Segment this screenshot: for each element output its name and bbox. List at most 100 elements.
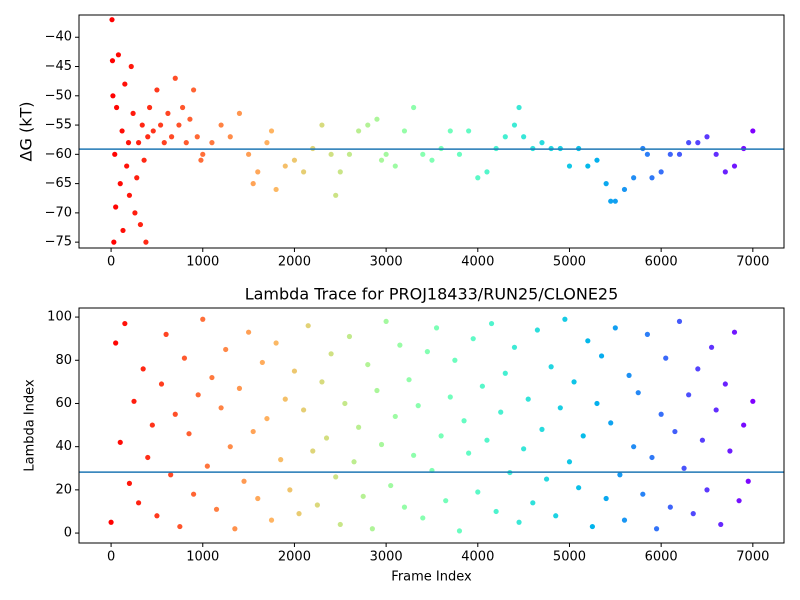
point: [521, 446, 527, 452]
x-tick-label: 0: [107, 550, 115, 565]
x-tick-label: 4000: [461, 550, 494, 565]
point: [681, 465, 687, 471]
point: [598, 353, 605, 359]
point: [667, 151, 673, 157]
chart-title: Lambda Trace for PROJ18433/RUN25/CLONE25: [245, 285, 619, 304]
point: [429, 157, 435, 163]
x-tick-label: 1000: [186, 550, 219, 565]
point: [200, 316, 206, 322]
point: [125, 140, 132, 146]
point: [521, 134, 527, 140]
point: [314, 502, 320, 508]
point: [250, 428, 256, 435]
point: [658, 169, 664, 175]
point: [115, 52, 122, 58]
axes-frame: [78, 307, 785, 544]
point: [227, 134, 233, 140]
point: [333, 474, 339, 480]
point: [111, 239, 117, 245]
y-tick-label: −60: [45, 147, 72, 162]
point: [713, 151, 719, 157]
x-tick-label: 0: [107, 255, 115, 270]
point: [750, 128, 756, 134]
point: [635, 390, 641, 396]
point: [139, 122, 145, 128]
y-tick-label: −45: [45, 59, 72, 74]
point: [323, 435, 330, 441]
point: [351, 459, 357, 465]
x-tick-label: 5000: [553, 255, 586, 270]
point: [741, 422, 747, 428]
point: [246, 329, 252, 335]
point: [411, 452, 417, 458]
point: [143, 239, 149, 245]
point: [644, 151, 651, 157]
point: [511, 344, 518, 350]
point: [337, 169, 343, 175]
point: [209, 374, 215, 381]
point: [177, 523, 183, 530]
point: [424, 349, 430, 355]
point: [553, 513, 559, 519]
point: [690, 511, 696, 517]
point: [484, 169, 490, 175]
point: [319, 379, 325, 385]
point: [603, 495, 609, 502]
point: [543, 476, 550, 482]
point: [172, 75, 178, 81]
x-tick-label: 6000: [645, 550, 678, 565]
point: [401, 504, 408, 510]
point: [150, 128, 156, 134]
point: [337, 521, 343, 528]
point: [626, 372, 632, 378]
point: [699, 437, 706, 443]
point: [126, 192, 133, 198]
point: [603, 181, 609, 187]
point: [686, 392, 692, 398]
point: [328, 351, 334, 357]
point: [731, 329, 738, 335]
point: [157, 122, 164, 128]
point: [466, 128, 472, 134]
point: [649, 454, 655, 461]
point: [305, 323, 311, 329]
point: [168, 472, 174, 478]
point: [246, 151, 252, 157]
point: [108, 519, 114, 525]
point: [516, 104, 522, 111]
point: [667, 504, 673, 510]
point: [213, 506, 220, 512]
point: [117, 181, 123, 187]
point: [498, 409, 504, 415]
point: [571, 379, 577, 385]
point: [365, 122, 371, 128]
point: [608, 198, 614, 204]
point: [585, 338, 591, 344]
point: [369, 526, 375, 532]
point: [392, 163, 398, 169]
point: [750, 398, 756, 404]
points: [109, 17, 756, 245]
point: [183, 140, 189, 146]
point: [122, 320, 128, 327]
point: [475, 175, 481, 181]
point: [333, 192, 339, 198]
point: [713, 407, 719, 413]
point: [461, 418, 467, 424]
point: [134, 175, 140, 181]
point: [109, 17, 115, 23]
point: [346, 333, 353, 340]
point: [502, 134, 508, 140]
point: [278, 457, 284, 463]
point: [374, 387, 380, 394]
y-axis-label: Lambda Index: [23, 379, 38, 472]
point: [502, 370, 508, 376]
point: [576, 485, 582, 491]
point: [236, 110, 243, 116]
point: [411, 104, 417, 111]
y-tick-label: −70: [45, 205, 72, 220]
point: [282, 396, 288, 402]
point: [392, 413, 398, 420]
point: [704, 487, 710, 493]
point: [612, 325, 618, 331]
